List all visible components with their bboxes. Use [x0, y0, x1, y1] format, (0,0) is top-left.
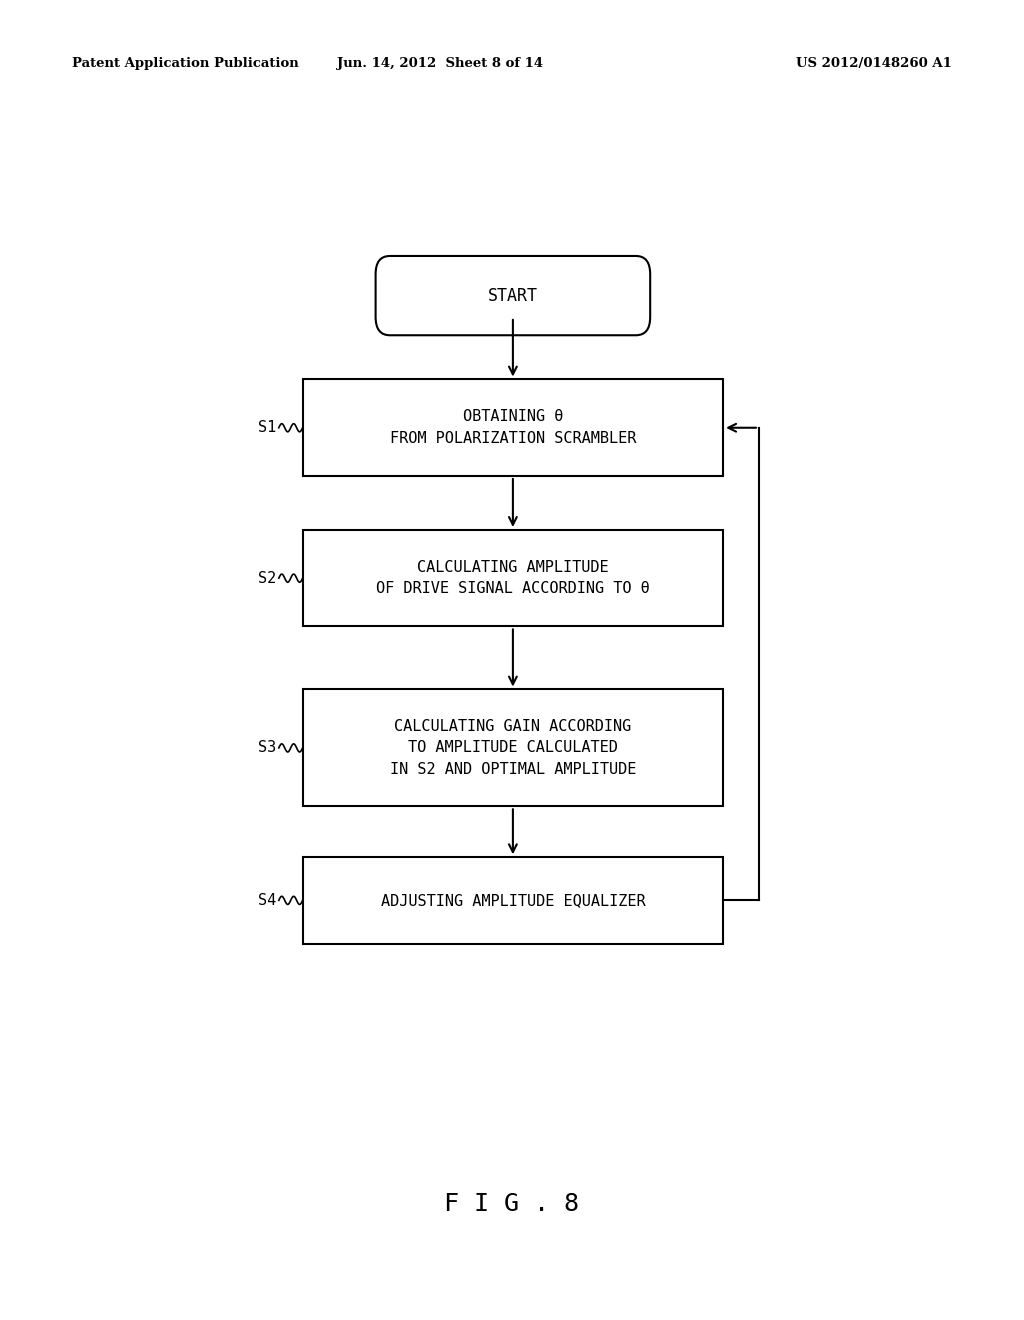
Text: CALCULATING GAIN ACCORDING
TO AMPLITUDE CALCULATED
IN S2 AND OPTIMAL AMPLITUDE: CALCULATING GAIN ACCORDING TO AMPLITUDE …: [390, 719, 636, 777]
Bar: [303, 857, 723, 944]
FancyBboxPatch shape: [376, 256, 650, 335]
Bar: [303, 529, 723, 627]
Text: S1: S1: [258, 420, 276, 436]
Bar: [303, 379, 723, 477]
Text: START: START: [487, 286, 538, 305]
Text: S2: S2: [258, 570, 276, 586]
Text: US 2012/0148260 A1: US 2012/0148260 A1: [797, 57, 952, 70]
Text: OBTAINING θ
FROM POLARIZATION SCRAMBLER: OBTAINING θ FROM POLARIZATION SCRAMBLER: [390, 409, 636, 446]
Text: CALCULATING AMPLITUDE
OF DRIVE SIGNAL ACCORDING TO θ: CALCULATING AMPLITUDE OF DRIVE SIGNAL AC…: [376, 560, 650, 597]
Bar: [303, 689, 723, 807]
Text: F I G . 8: F I G . 8: [444, 1192, 580, 1216]
Text: Jun. 14, 2012  Sheet 8 of 14: Jun. 14, 2012 Sheet 8 of 14: [337, 57, 544, 70]
Text: S4: S4: [258, 892, 276, 908]
Text: S3: S3: [258, 741, 276, 755]
Text: Patent Application Publication: Patent Application Publication: [72, 57, 298, 70]
Text: ADJUSTING AMPLITUDE EQUALIZER: ADJUSTING AMPLITUDE EQUALIZER: [381, 892, 645, 908]
